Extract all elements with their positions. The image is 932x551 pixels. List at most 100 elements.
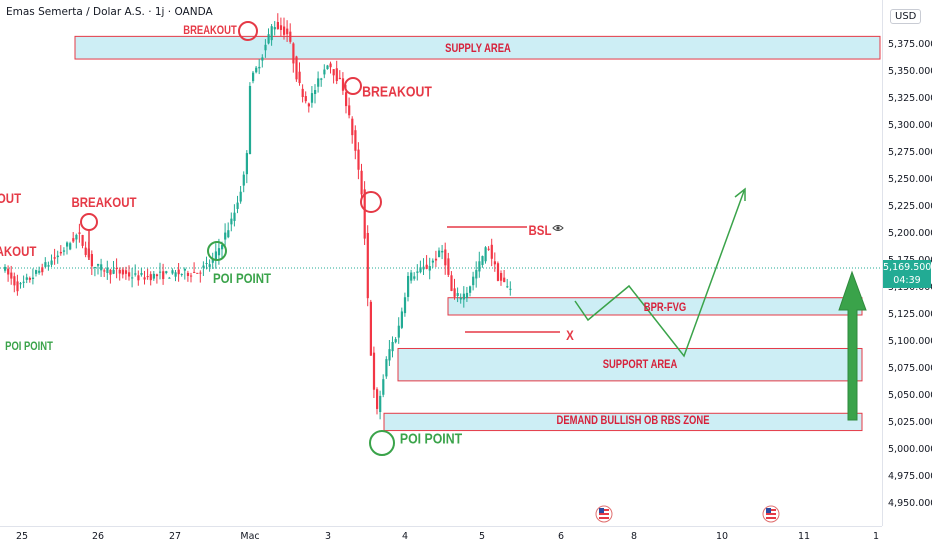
y-tick-label: 5,350.000 <box>888 66 932 77</box>
candle-body <box>103 270 106 272</box>
zone-box <box>74 35 881 60</box>
candle-body <box>239 191 242 202</box>
candle-body <box>298 71 301 84</box>
candle-body <box>162 271 165 280</box>
x-tick-label: 5 <box>478 531 486 542</box>
zone-box <box>383 412 863 432</box>
poi-circle <box>207 241 227 261</box>
y-tick-label: 5,225.000 <box>888 201 932 212</box>
candle-body <box>462 293 465 300</box>
bsl-label: BSL <box>528 222 552 238</box>
candle-body <box>379 395 382 413</box>
candle-body <box>434 258 438 261</box>
candle-body <box>279 25 283 30</box>
x-mark-label: X <box>566 327 574 343</box>
candle-body <box>224 232 227 240</box>
candle-body <box>90 254 93 267</box>
x-tick-label: 8 <box>630 531 638 542</box>
candle-body <box>413 276 416 279</box>
candle-body <box>44 262 47 267</box>
candle-body <box>369 301 372 356</box>
candle-body <box>400 311 403 328</box>
candle-body <box>208 264 211 267</box>
candle-body <box>450 275 453 291</box>
candle-body <box>100 264 103 271</box>
candle-body <box>255 67 258 73</box>
candle-body <box>196 272 199 274</box>
candle-body <box>496 263 500 281</box>
candle-body <box>245 153 248 175</box>
candle-body <box>205 263 208 265</box>
candle-body <box>75 234 78 240</box>
candle-body <box>177 269 180 275</box>
candle-body <box>447 258 450 275</box>
candle-body <box>320 78 323 80</box>
candle-body <box>165 271 168 273</box>
candle-body <box>140 273 143 275</box>
candle-body <box>38 270 41 273</box>
poi-point-label-2: POI POINT <box>5 341 53 353</box>
candle-body <box>372 352 376 390</box>
breakout-circle <box>238 21 258 41</box>
candle-body <box>422 266 425 270</box>
candle-body <box>304 96 307 102</box>
candle-body <box>357 149 360 170</box>
candle-body <box>78 232 81 234</box>
us-flag-icon-canton <box>766 508 771 513</box>
candle-body <box>506 286 509 288</box>
y-tick-label: 5,325.000 <box>888 93 932 104</box>
candle-body <box>329 63 332 68</box>
candle-body <box>484 247 487 262</box>
y-tick-label: 5,250.000 <box>888 174 932 185</box>
y-tick-label: 5,075.000 <box>888 363 932 374</box>
candle-body <box>363 189 366 239</box>
candle-body <box>493 261 496 265</box>
breakout-label-3: BREAKOUT <box>362 83 432 101</box>
y-tick-label: 5,000.000 <box>888 444 932 455</box>
x-tick-label: 6 <box>557 531 565 542</box>
candle-body <box>66 242 69 247</box>
candle-body <box>248 85 252 155</box>
breakout-circle <box>344 77 362 95</box>
candle-body <box>258 66 261 69</box>
candle-body <box>193 271 196 273</box>
candle-body <box>35 270 38 274</box>
candle-body <box>403 297 407 314</box>
candle-body <box>134 273 137 275</box>
projection-path <box>574 190 745 358</box>
candle-body <box>190 275 193 277</box>
candle-body <box>227 230 230 238</box>
candle-body <box>345 92 348 107</box>
eye-icon-pupil <box>556 226 560 230</box>
candle-body <box>4 266 7 271</box>
candle-body <box>109 269 112 275</box>
candle-body <box>28 277 31 280</box>
candle-body <box>465 292 469 298</box>
time-axis[interactable] <box>0 526 882 551</box>
candle-body <box>97 263 100 266</box>
candle-body <box>202 265 205 268</box>
candle-body <box>388 349 391 361</box>
candle-body <box>456 293 459 297</box>
candle-body <box>81 234 84 246</box>
candle-body <box>286 28 289 35</box>
candle-body <box>72 238 75 242</box>
candle-body <box>453 288 456 297</box>
candle-body <box>47 265 50 267</box>
candle-body <box>348 105 351 116</box>
candle-body <box>84 247 87 255</box>
candle-body <box>230 218 233 225</box>
candle-body <box>431 260 434 263</box>
price-chart[interactable] <box>0 0 882 526</box>
candle-body <box>171 270 174 274</box>
x-tick-label: 10 <box>715 531 729 542</box>
breakout-cut-label: OUT <box>0 190 22 206</box>
candle-body <box>131 277 134 279</box>
candle-body <box>338 77 341 80</box>
y-tick-label: 4,975.000 <box>888 471 932 482</box>
candle-body <box>444 249 447 266</box>
us-flag-icon-canton <box>599 508 604 513</box>
currency-badge[interactable]: USD <box>890 9 922 24</box>
candle-body <box>25 277 28 280</box>
